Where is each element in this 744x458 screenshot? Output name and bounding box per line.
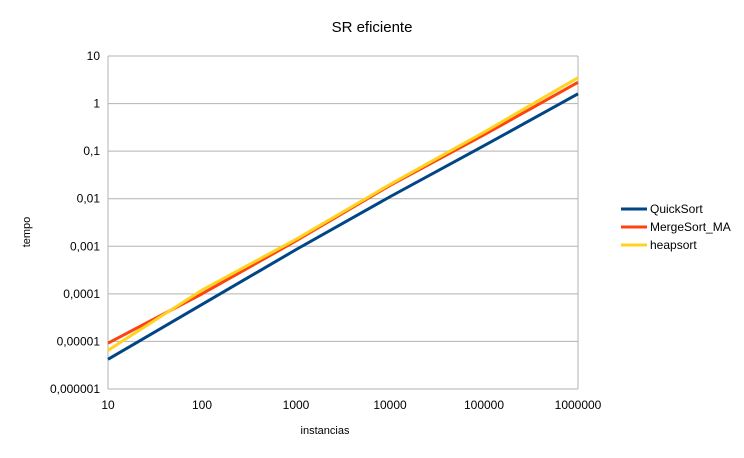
y-tick-label: 0,01	[77, 192, 101, 206]
x-tick-labels: 10 100 1000 10000 100000 1000000	[101, 398, 601, 412]
y-tick-label: 1	[93, 97, 100, 111]
x-tick-label: 10	[101, 398, 115, 412]
series-line-heapsort	[107, 76, 579, 352]
y-axis-title: tempo	[21, 217, 33, 248]
x-tick-label: 100	[192, 398, 212, 412]
grid-lines	[108, 55, 578, 390]
series-line-quicksort	[107, 92, 579, 361]
legend-label: MergeSort_MA	[650, 220, 731, 234]
legend-item: QuickSort	[621, 202, 703, 216]
legend-label: QuickSort	[650, 202, 703, 216]
x-axis-title: instancias	[301, 425, 350, 437]
x-tick-label: 1000000	[555, 398, 602, 412]
legend: QuickSort MergeSort_MA heapsort	[621, 202, 731, 252]
y-tick-label: 10	[87, 49, 101, 63]
legend-item: MergeSort_MA	[621, 220, 731, 234]
y-tick-labels: 10 1 0,1 0,01 0,001 0,0001 0,00001 0,000001	[50, 49, 100, 396]
y-tick-label: 0,001	[70, 239, 100, 253]
series-lines	[107, 76, 579, 361]
x-tick-label: 10000	[373, 398, 407, 412]
chart-title: SR eficiente	[332, 19, 413, 36]
legend-item: heapsort	[621, 238, 697, 252]
legend-label: heapsort	[650, 238, 697, 252]
x-tick-label: 100000	[464, 398, 504, 412]
y-tick-label: 0,000001	[50, 382, 100, 396]
y-tick-label: 0,0001	[63, 287, 100, 301]
axes	[107, 56, 579, 389]
y-tick-label: 0,00001	[57, 334, 101, 348]
y-tick-label: 0,1	[83, 144, 100, 158]
x-tick-label: 1000	[283, 398, 310, 412]
